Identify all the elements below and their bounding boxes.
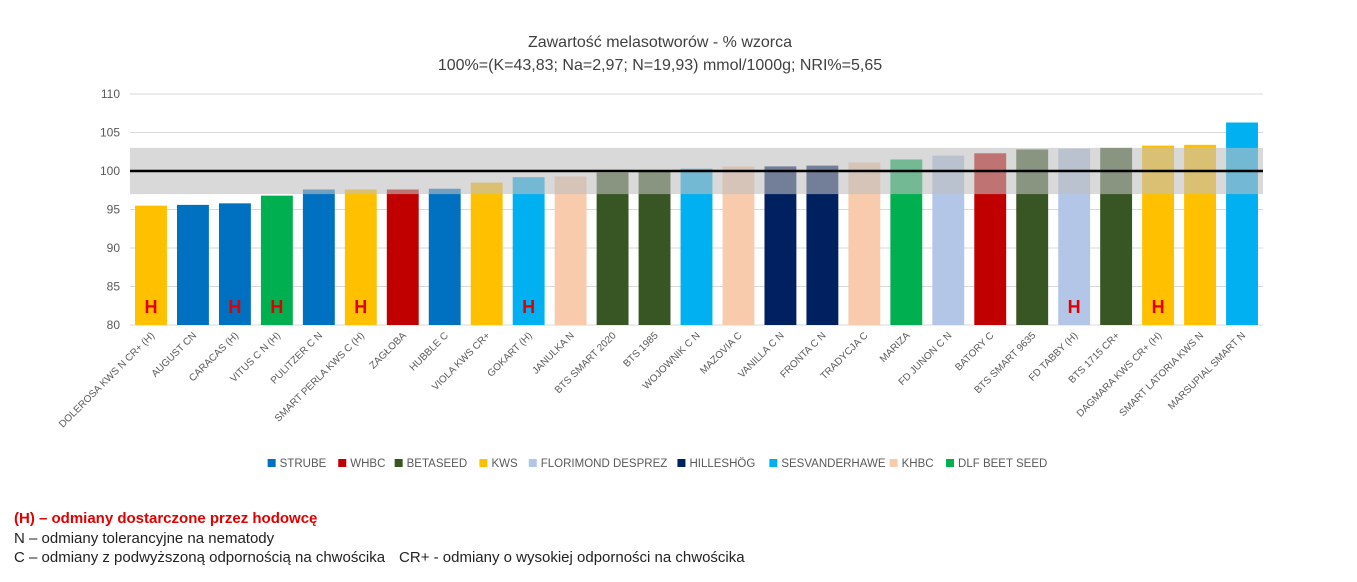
- bar-mark: H: [228, 297, 241, 317]
- bar: [512, 177, 545, 325]
- chart-title: Zawartość melasotworów - % wzorca: [528, 34, 792, 51]
- legend-label: HILLESHÖG: [689, 458, 755, 470]
- legend-label: BETASEED: [407, 458, 468, 470]
- legend-swatch: [528, 459, 537, 467]
- bar: [680, 168, 713, 325]
- y-tick-label: 110: [101, 87, 120, 101]
- x-tick-label: SMART LATORIA KWS N: [1118, 330, 1207, 419]
- bar-chart: Zawartość melasotworów - % wzorca 100%=(…: [57, 34, 1263, 470]
- legend-swatch: [677, 459, 686, 467]
- x-tick-label: DAGMARA KWS CR+ (H): [1075, 330, 1164, 419]
- footnotes: (H) – odmiany dostarczone przez hodowcę …: [14, 509, 745, 568]
- footnote-c: C – odmiany z podwyższoną odpornością na…: [14, 549, 386, 566]
- x-tick-label: ZAGŁOBA: [368, 330, 409, 371]
- legend-label: WHBC: [350, 458, 385, 470]
- bar-mark: H: [1068, 297, 1081, 317]
- x-tick-label: DOLEROSA KWS N CR+ (H): [57, 330, 157, 430]
- y-tick-label: 80: [107, 318, 121, 332]
- x-tick-label: MARSUPIAL SMART N: [1166, 330, 1248, 412]
- legend-label: KWS: [491, 458, 518, 470]
- bar: [638, 171, 671, 325]
- legend: STRUBE WHBC BETASEED KWS FLORIMOND DESPREZ HI…: [267, 458, 1047, 470]
- bar: [135, 205, 167, 325]
- footnote-h: (H) – odmiany dostarczone przez hodowcę: [14, 510, 318, 527]
- y-tick-label: 90: [107, 241, 121, 255]
- x-tick-label: JANULKA N: [530, 330, 576, 376]
- y-tick-label: 100: [100, 164, 120, 178]
- legend-label: STRUBE: [280, 458, 327, 470]
- x-tick-label: MAZOVIA C: [698, 330, 744, 376]
- legend-swatch: [267, 459, 276, 467]
- y-tick-label: 85: [107, 280, 121, 294]
- bar: [470, 182, 503, 325]
- x-tick-label: HUBBLE C: [408, 330, 451, 373]
- bar: [218, 203, 251, 325]
- bar-mark: H: [354, 297, 367, 317]
- bar-mark: H: [144, 297, 157, 317]
- y-tick-label: 105: [100, 126, 120, 140]
- footnote-n: N – odmiany tolerancyjne na nematody: [14, 529, 275, 547]
- bar: [176, 204, 209, 325]
- x-tick-label: MARIZA: [878, 330, 913, 365]
- bar: [344, 189, 377, 325]
- y-tick-label: 95: [107, 203, 121, 217]
- bar: [428, 188, 461, 325]
- bar: [554, 176, 587, 325]
- legend-swatch: [946, 459, 955, 467]
- legend-swatch: [394, 459, 403, 467]
- bar: [596, 172, 629, 325]
- x-tick-label: BTS 1985: [621, 330, 661, 370]
- bar-mark: H: [522, 297, 535, 317]
- legend-label: SESVANDERHAWE: [781, 458, 885, 470]
- legend-swatch: [479, 459, 488, 467]
- chart-subtitle: 100%=(K=43,83; Na=2,97; N=19,93) mmol/10…: [438, 57, 882, 74]
- legend-label: DLF BEET SEED: [958, 458, 1047, 470]
- plot-area: 80 85 90 95 100 105 110 H H H H H H H DOLEROSA KWS N C…: [57, 87, 1263, 430]
- bar: [302, 189, 335, 325]
- x-tick-label: GOKART (H): [486, 330, 535, 379]
- legend-swatch: [338, 459, 347, 467]
- x-tick-label: SMART PERLA KWS C (H): [273, 330, 367, 424]
- x-tick-label: BATORY C: [953, 330, 996, 373]
- legend-swatch: [889, 459, 898, 467]
- bar-mark: H: [270, 297, 283, 317]
- bar: [386, 189, 419, 325]
- footnote-c-line: C – odmiany z podwyższoną odpornością na…: [14, 548, 745, 568]
- bar: [260, 195, 293, 325]
- bar-mark: H: [1152, 297, 1165, 317]
- legend-label: KHBC: [902, 458, 934, 470]
- footnote-cr: CR+ - odmiany o wysokiej odporności na c…: [399, 549, 745, 566]
- legend-label: FLORIMOND DESPREZ: [541, 458, 668, 470]
- legend-swatch: [769, 459, 778, 467]
